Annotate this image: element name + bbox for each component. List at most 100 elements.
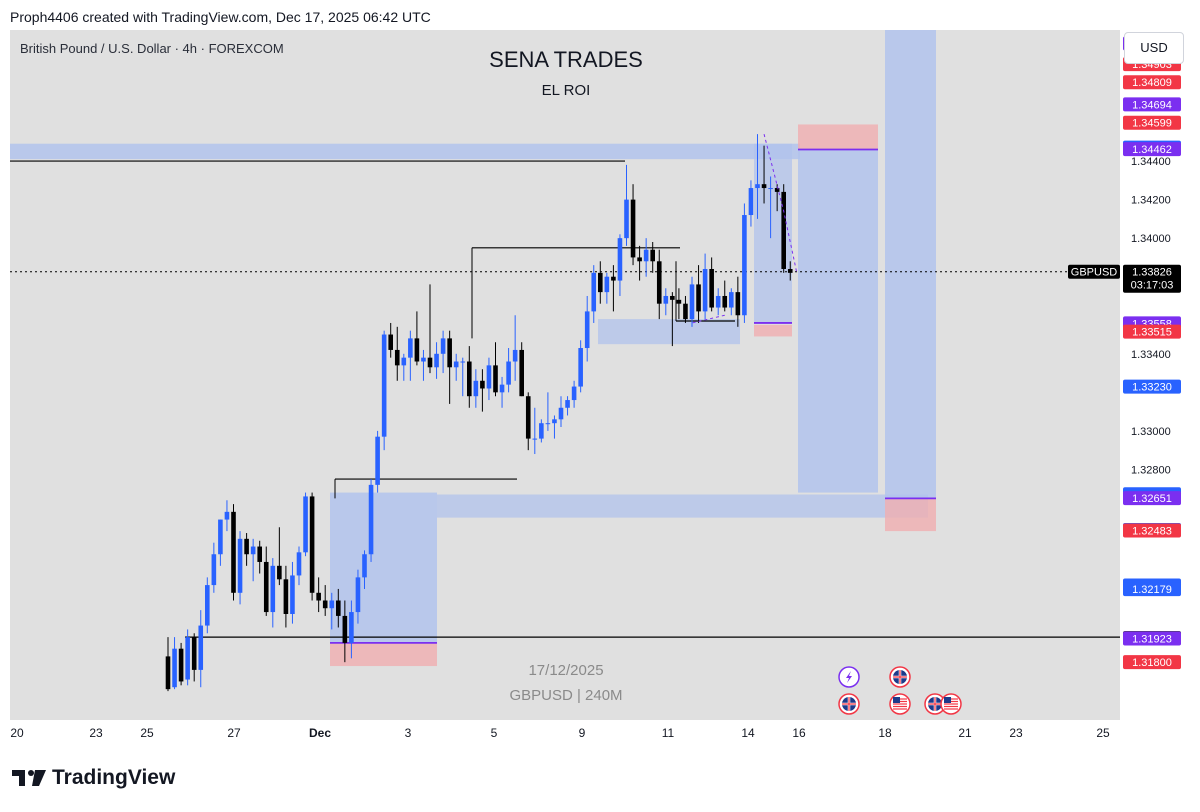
candle bbox=[329, 592, 335, 630]
time-tick-label: 20 bbox=[10, 726, 24, 740]
candle-body bbox=[650, 249, 655, 262]
candle-body bbox=[545, 423, 551, 425]
price-tag-label: 1.34809 bbox=[1132, 77, 1172, 89]
candle bbox=[316, 577, 321, 613]
candle bbox=[388, 322, 393, 358]
time-tick-label: 25 bbox=[140, 726, 154, 740]
candle bbox=[650, 242, 655, 273]
symbol-info[interactable]: British Pound / U.S. Dollar · 4h · FOREX… bbox=[20, 41, 284, 56]
candle-body bbox=[611, 276, 616, 281]
candle bbox=[414, 311, 420, 366]
candle-body bbox=[676, 299, 682, 304]
candle bbox=[781, 184, 786, 273]
candle bbox=[715, 288, 721, 316]
price-tag: 1.31923 bbox=[1123, 631, 1181, 646]
candle-body bbox=[355, 577, 361, 613]
candle-body bbox=[362, 554, 367, 578]
candle bbox=[381, 330, 387, 451]
candle bbox=[375, 430, 380, 493]
symbol-tag-bg bbox=[1068, 264, 1120, 279]
brand-logo[interactable]: TradingView bbox=[12, 766, 175, 790]
price-tag-bg bbox=[1123, 491, 1181, 506]
candle-body bbox=[709, 268, 714, 308]
currency-button[interactable]: USD bbox=[1124, 32, 1184, 64]
candle bbox=[447, 330, 452, 404]
price-tag: 1.33515 bbox=[1123, 324, 1181, 339]
candle-body bbox=[512, 349, 518, 362]
price-tag: 1.34694 bbox=[1123, 97, 1181, 112]
candle bbox=[205, 577, 210, 634]
candle bbox=[185, 629, 190, 686]
price-tick-label: 1.33000 bbox=[1131, 426, 1171, 438]
price-tag-label: 1.33515 bbox=[1132, 327, 1172, 339]
candle-body bbox=[630, 199, 636, 258]
candle-body bbox=[532, 438, 538, 440]
candle bbox=[611, 265, 616, 312]
time-tick-label: 11 bbox=[662, 726, 675, 740]
candle-body bbox=[460, 361, 466, 363]
price-tag-bg bbox=[1123, 97, 1181, 112]
candle-body bbox=[381, 334, 387, 437]
price-tag: 1.32179 bbox=[1123, 582, 1181, 597]
candle-body bbox=[768, 188, 773, 190]
candle-body bbox=[637, 257, 642, 262]
candle bbox=[774, 184, 780, 212]
candle bbox=[270, 558, 276, 628]
candle bbox=[565, 396, 570, 416]
price-tag-bg bbox=[1123, 142, 1181, 157]
candle bbox=[656, 249, 662, 320]
candle bbox=[761, 145, 767, 204]
watermark-title: SENA TRADES bbox=[489, 47, 643, 72]
price-tag-bg bbox=[1123, 523, 1181, 538]
flag-canton bbox=[893, 697, 900, 703]
candle-body bbox=[722, 295, 728, 308]
projection-path bbox=[763, 133, 798, 273]
candle-body bbox=[211, 554, 217, 586]
candle-body bbox=[388, 334, 393, 350]
candle bbox=[709, 257, 714, 312]
candle-body bbox=[368, 484, 374, 555]
candle-body bbox=[224, 511, 230, 520]
event-us-flag-icon bbox=[889, 693, 911, 715]
candle-body bbox=[467, 361, 472, 397]
candle-body bbox=[748, 188, 754, 216]
candle-body bbox=[598, 272, 603, 293]
stop-box-short bbox=[798, 124, 878, 150]
candle bbox=[224, 500, 230, 532]
candle bbox=[755, 134, 760, 219]
candle bbox=[578, 340, 583, 393]
candle-body bbox=[198, 625, 204, 670]
flag-cross-red bbox=[928, 697, 942, 711]
price-tag: 1.31800 bbox=[1123, 655, 1181, 670]
candle-body bbox=[165, 656, 171, 690]
candle-body bbox=[322, 600, 328, 609]
candle-body bbox=[656, 261, 662, 304]
price-tag-bg bbox=[1123, 115, 1181, 130]
candle bbox=[729, 288, 734, 316]
event-uk-flag-icon bbox=[924, 693, 946, 715]
candle-body bbox=[565, 400, 570, 408]
candle bbox=[617, 234, 623, 296]
time-tick-label: 25 bbox=[1096, 726, 1110, 740]
candle bbox=[231, 504, 236, 601]
price-tag-label: 1.32179 bbox=[1132, 584, 1172, 596]
candle bbox=[440, 330, 446, 374]
time-axis[interactable] bbox=[10, 720, 1120, 746]
price-tick-label: 1.33400 bbox=[1131, 349, 1171, 361]
event-uk-flag-icon bbox=[838, 693, 860, 715]
candle-body bbox=[336, 600, 341, 616]
candle bbox=[250, 538, 256, 582]
candle-body bbox=[270, 565, 276, 613]
candle-body bbox=[643, 249, 649, 262]
price-tag-label: 1.31923 bbox=[1132, 633, 1172, 645]
candle-body bbox=[250, 546, 256, 555]
supply-zone-top bbox=[10, 143, 800, 160]
candle bbox=[362, 550, 367, 589]
candle bbox=[394, 326, 400, 381]
candle-body bbox=[309, 496, 315, 593]
candle-body bbox=[237, 538, 243, 593]
candle-body bbox=[290, 575, 295, 614]
price-tag: 1.34599 bbox=[1123, 115, 1181, 130]
candle-body bbox=[493, 365, 498, 393]
fvg-zone-mid bbox=[437, 494, 928, 518]
